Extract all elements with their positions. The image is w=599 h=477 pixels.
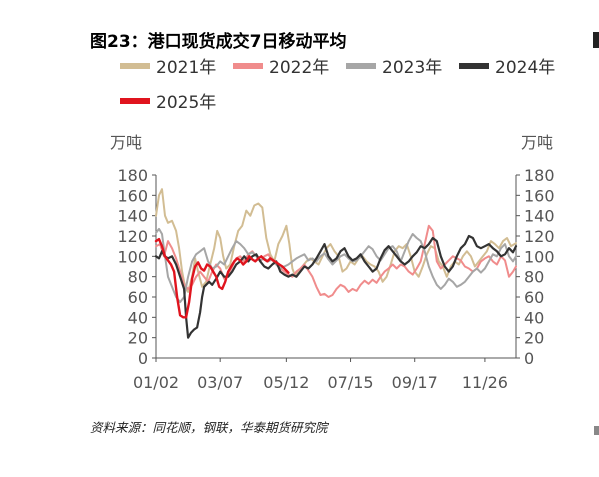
y-axis-label-right: 万吨 bbox=[521, 133, 553, 152]
y-tick-label-right: 0 bbox=[524, 349, 534, 368]
legend-label: 2025年 bbox=[156, 93, 216, 113]
y-tick-label-left: 40 bbox=[128, 308, 148, 327]
y-tick-label-right: 120 bbox=[524, 227, 555, 246]
y-tick-label-right: 140 bbox=[524, 207, 555, 226]
legend-label: 2022年 bbox=[269, 58, 329, 78]
y-tick-label-left: 20 bbox=[128, 329, 148, 348]
y-tick-label-left: 120 bbox=[117, 227, 148, 246]
y-tick-label-left: 80 bbox=[128, 268, 148, 287]
series-line-2023 bbox=[155, 227, 517, 304]
y-tick-label-left: 140 bbox=[117, 207, 148, 226]
legend-swatch bbox=[233, 63, 263, 69]
y-tick-label-left: 100 bbox=[117, 247, 148, 266]
y-tick-label-left: 60 bbox=[128, 288, 148, 307]
y-tick-label-right: 20 bbox=[524, 329, 544, 348]
legend-label: 2024年 bbox=[495, 58, 555, 78]
edge-marker bbox=[593, 32, 599, 48]
series-layer bbox=[154, 188, 518, 339]
legend-swatch bbox=[120, 98, 150, 104]
y-tick-label-left: 180 bbox=[117, 166, 148, 185]
legend-swatch bbox=[120, 63, 150, 69]
x-tick-label: 03/07 bbox=[197, 373, 243, 392]
edge-marker-bottom bbox=[594, 426, 599, 435]
source-note: 资料来源：同花顺，钢联，华泰期货研究院 bbox=[90, 420, 328, 435]
legend-label: 2021年 bbox=[156, 58, 216, 78]
x-tick-label: 05/12 bbox=[263, 373, 309, 392]
y-tick-label-right: 80 bbox=[524, 268, 544, 287]
y-axis-label-left: 万吨 bbox=[110, 133, 142, 152]
y-tick-label-right: 100 bbox=[524, 247, 555, 266]
y-tick-label-right: 180 bbox=[524, 166, 555, 185]
chart-title: 图23：港口现货成交7日移动平均 bbox=[90, 32, 347, 52]
y-tick-label-right: 40 bbox=[524, 308, 544, 327]
y-tick-label-right: 160 bbox=[524, 186, 555, 205]
x-tick-label: 11/26 bbox=[462, 373, 508, 392]
series-line-2024 bbox=[154, 234, 518, 339]
y-tick-label-right: 60 bbox=[524, 288, 544, 307]
x-tick-label: 01/02 bbox=[133, 373, 179, 392]
y-tick-label-left: 0 bbox=[138, 349, 148, 368]
x-tick-label: 07/15 bbox=[327, 373, 373, 392]
legend-label: 2023年 bbox=[382, 58, 442, 78]
legend-swatch bbox=[346, 63, 376, 69]
legend-swatch bbox=[459, 63, 489, 69]
x-tick-label: 09/17 bbox=[392, 373, 438, 392]
y-tick-label-left: 160 bbox=[117, 186, 148, 205]
series-line-2025 bbox=[154, 237, 290, 319]
legend: 2021年 2022年 2023年 2024年 2025年 bbox=[120, 58, 555, 113]
